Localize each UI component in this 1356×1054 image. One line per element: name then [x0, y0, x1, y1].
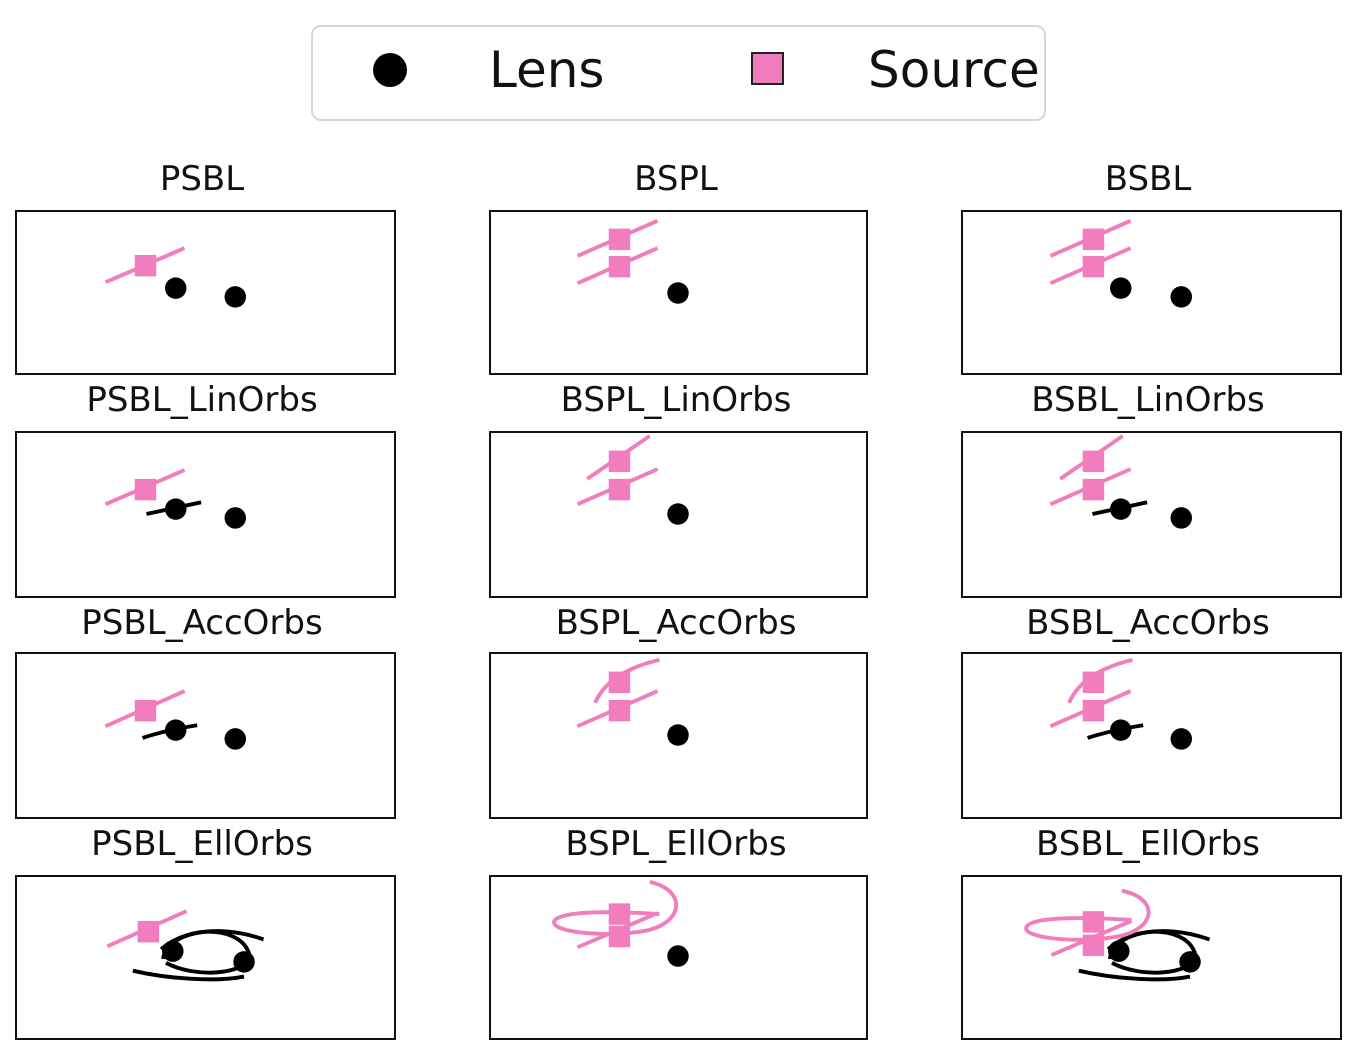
legend-label-source: Source: [868, 41, 1040, 99]
lens-marker: [233, 951, 255, 973]
source-marker: [608, 450, 631, 473]
source-marker: [1082, 228, 1105, 251]
source-marker: [608, 228, 631, 251]
source-marker: [1082, 934, 1105, 957]
lens-marker: [224, 286, 246, 308]
source-marker: [1082, 478, 1105, 501]
source-marker: [608, 671, 631, 694]
panel-psbl-accorbs: [15, 652, 396, 819]
lens-marker: [164, 719, 187, 741]
lens-marker: [1170, 728, 1193, 750]
source-marker: [134, 254, 157, 277]
lens-marker: [1110, 277, 1132, 299]
source-marker: [1082, 450, 1105, 473]
lens-marker: [224, 728, 247, 750]
panel-bsbl-linorbs: [961, 431, 1342, 598]
lens-marker: [667, 282, 689, 304]
source-marker: [134, 478, 157, 501]
panel-bspl-accorbs: [489, 652, 868, 819]
panel-title: BSPL_LinOrbs: [560, 380, 792, 420]
source-marker: [608, 903, 631, 925]
source-marker: [608, 699, 631, 722]
source-orbit: [552, 879, 679, 936]
panel-title: PSBL: [159, 159, 245, 199]
source-marker-icon: [751, 52, 784, 85]
lens-marker: [1170, 507, 1193, 529]
lens-marker-icon: [373, 53, 407, 87]
source-marker: [608, 925, 631, 948]
panel-bsbl-ellorbs: [961, 875, 1342, 1040]
panel-title: BSPL_AccOrbs: [555, 603, 797, 643]
panel-bsbl: [961, 210, 1342, 375]
source-marker: [137, 920, 160, 943]
source-marker: [1082, 671, 1105, 694]
lens-marker: [162, 940, 184, 962]
source-orbit: [1024, 888, 1151, 942]
panel-title: BSBL_LinOrbs: [1031, 380, 1265, 420]
source-marker: [1082, 911, 1105, 933]
lens-marker: [667, 724, 689, 746]
legend: [311, 25, 1046, 121]
panel-psbl: [15, 210, 396, 375]
panel-title: BSBL_EllOrbs: [1036, 824, 1260, 864]
lens-orbit: [132, 968, 245, 982]
panel-title: PSBL_EllOrbs: [91, 824, 313, 864]
lens-marker: [667, 945, 689, 967]
panel-title: BSPL: [634, 159, 718, 199]
lens-marker: [1110, 719, 1132, 741]
source-marker: [608, 255, 631, 278]
panel-title: BSBL_AccOrbs: [1026, 603, 1270, 643]
lens-marker: [224, 507, 247, 529]
panel-title: BSPL_EllOrbs: [565, 824, 787, 864]
source-marker: [134, 699, 157, 722]
lens-marker: [667, 503, 689, 525]
legend-label-lens: Lens: [489, 41, 605, 99]
panel-bspl: [489, 210, 868, 375]
panel-psbl-ellorbs: [15, 875, 396, 1040]
panel-title: BSBL: [1104, 159, 1192, 199]
panel-title: PSBL_AccOrbs: [81, 603, 323, 643]
source-marker: [1082, 255, 1105, 278]
lens-marker: [1110, 498, 1132, 520]
panel-title: PSBL_LinOrbs: [86, 380, 318, 420]
panel-bspl-linorbs: [489, 431, 868, 598]
panel-bsbl-accorbs: [961, 652, 1342, 819]
panel-psbl-linorbs: [15, 431, 396, 598]
source-marker: [1082, 699, 1105, 722]
lens-marker: [165, 277, 187, 299]
lens-marker: [1170, 286, 1192, 308]
panel-bspl-ellorbs: [489, 875, 868, 1040]
lens-orbit: [1078, 968, 1191, 982]
lens-marker: [1179, 951, 1201, 973]
lens-marker: [1108, 940, 1130, 962]
lens-marker: [164, 498, 187, 520]
source-marker: [608, 478, 631, 501]
